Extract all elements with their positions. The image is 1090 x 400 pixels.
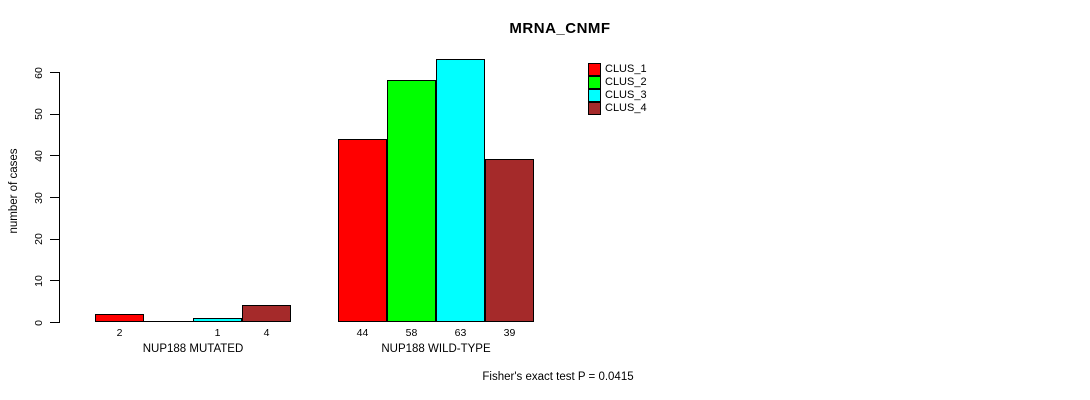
- y-axis-line: [59, 72, 60, 323]
- y-tick-label: 10: [33, 274, 45, 287]
- y-tick-label: 40: [33, 149, 45, 162]
- bar-value-label: 1: [214, 327, 221, 339]
- annotation-text: Fisher's exact test P = 0.0415: [482, 371, 634, 383]
- bar-value-label: 4: [263, 327, 270, 339]
- y-tick-label: 60: [33, 66, 45, 79]
- bar-value-label: 58: [405, 327, 418, 339]
- legend-label: CLUS_4: [605, 102, 647, 114]
- legend-swatch: [588, 76, 601, 89]
- bar-value-label: 63: [454, 327, 467, 339]
- y-tick-label: 0: [33, 319, 45, 326]
- legend-label: CLUS_2: [605, 76, 647, 88]
- bar: [95, 314, 144, 322]
- x-category-label: NUP188 MUTATED: [142, 343, 244, 355]
- bar: [387, 80, 436, 322]
- y-tick-label: 20: [33, 233, 45, 245]
- y-tick-label: 50: [33, 108, 45, 120]
- y-tick-label: 30: [33, 191, 45, 204]
- bar: [242, 305, 291, 322]
- bar-value-label: 2: [116, 327, 123, 339]
- y-tick: [50, 322, 59, 323]
- legend-swatch: [588, 63, 601, 76]
- y-tick: [50, 197, 59, 198]
- legend-swatch: [588, 102, 601, 115]
- bar-value-label: 44: [356, 327, 369, 339]
- bar: [436, 59, 485, 322]
- y-axis-label: number of cases: [8, 148, 20, 234]
- y-tick: [50, 113, 59, 115]
- y-tick: [50, 72, 59, 73]
- chart-title: MRNA_CNMF: [509, 20, 611, 37]
- x-category-label: NUP188 WILD-TYPE: [381, 343, 491, 355]
- y-tick: [50, 280, 59, 282]
- y-tick: [50, 238, 59, 240]
- bar: [193, 318, 242, 322]
- legend-label: CLUS_1: [605, 63, 647, 75]
- y-tick: [50, 155, 59, 157]
- bar-value-label: 39: [503, 327, 516, 339]
- legend-label: CLUS_3: [605, 89, 647, 101]
- bar-zero-height: [144, 321, 193, 322]
- bar: [485, 159, 534, 322]
- legend-swatch: [588, 89, 601, 102]
- bar: [338, 139, 387, 322]
